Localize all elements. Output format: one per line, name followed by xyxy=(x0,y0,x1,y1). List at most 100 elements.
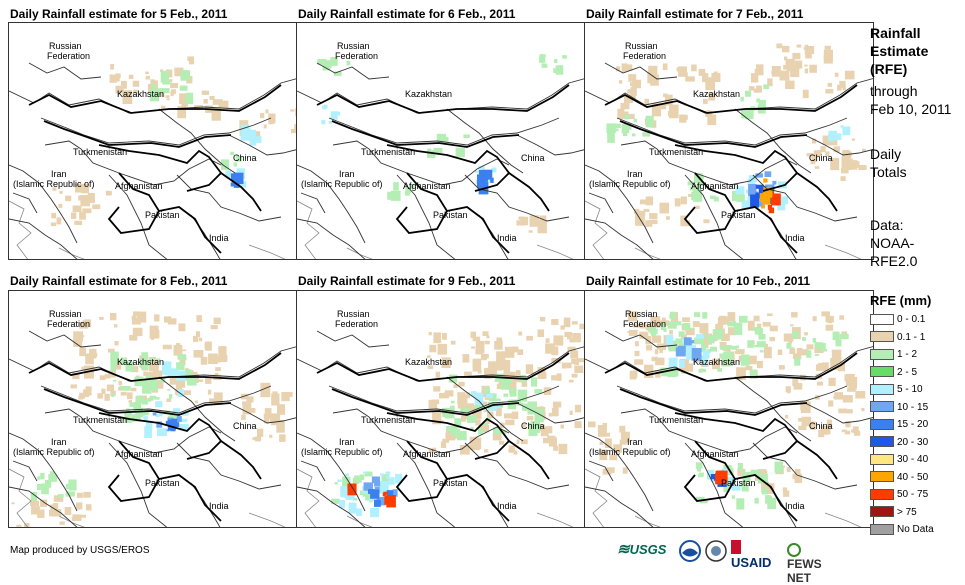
rainfall-cell xyxy=(153,413,157,416)
rainfall-cell xyxy=(285,392,292,397)
legend-swatch xyxy=(870,506,894,517)
rainfall-cell xyxy=(321,120,325,124)
rainfall-cell xyxy=(539,221,546,227)
rainfall-cell xyxy=(335,482,338,484)
rainfall-cell xyxy=(836,339,842,346)
rainfall-cell xyxy=(269,120,274,124)
rainfall-cell xyxy=(841,176,846,181)
rainfall-cell xyxy=(107,385,114,392)
rainfall-cell xyxy=(845,431,850,435)
rainfall-cell xyxy=(272,391,277,396)
rainfall-cell xyxy=(269,435,272,438)
rainfall-cell xyxy=(37,476,40,479)
rainfall-cell xyxy=(805,69,808,74)
legend-item: 10 - 15 xyxy=(870,401,928,414)
rainfall-cell xyxy=(553,446,558,451)
map-label-russia-1: Russian xyxy=(625,41,658,51)
rainfall-cell xyxy=(698,474,703,477)
rainfall-cell xyxy=(493,361,502,370)
admin-boundary xyxy=(13,461,37,481)
rainfall-cell xyxy=(572,321,578,324)
rainfall-cell xyxy=(807,344,814,349)
rainfall-cell xyxy=(803,90,809,98)
rainfall-cell xyxy=(483,331,489,336)
rainfall-cell xyxy=(202,91,209,95)
rainfall-cell xyxy=(696,334,704,339)
rainfall-cell xyxy=(65,196,71,202)
rainfall-cell xyxy=(651,331,656,336)
rainfall-cell xyxy=(248,130,257,138)
rainfall-cell xyxy=(569,380,574,383)
rainfall-cell xyxy=(505,420,514,426)
rainfall-cell xyxy=(380,473,384,476)
rainfall-cell xyxy=(780,71,790,81)
rainfall-cell xyxy=(703,369,706,372)
rainfall-cell xyxy=(567,334,572,339)
map-label-india: India xyxy=(497,233,517,243)
rainfall-cell xyxy=(635,341,639,346)
rainfall-cell xyxy=(102,389,105,393)
rainfall-cell xyxy=(845,71,855,80)
legend-label: 40 - 50 xyxy=(897,472,928,483)
rainfall-cell xyxy=(210,96,215,100)
rainfall-cell xyxy=(763,322,771,327)
legend-swatch xyxy=(870,454,894,465)
rainfall-cell xyxy=(189,61,194,65)
rainfall-cell xyxy=(347,61,351,66)
rainfall-cell xyxy=(329,121,332,124)
rainfall-cell xyxy=(129,403,134,407)
usaid-logo: USAID xyxy=(731,540,771,570)
rainfall-cell xyxy=(475,349,483,354)
admin-boundary xyxy=(177,443,281,489)
rainfall-cell xyxy=(111,393,114,397)
rainfall-cell xyxy=(154,314,159,321)
rainfall-cell xyxy=(97,393,103,398)
rainfall-cell xyxy=(783,487,787,492)
rainfall-cell xyxy=(325,62,332,68)
rainfall-cell xyxy=(187,56,194,61)
rainfall-cell xyxy=(129,75,134,79)
dhs-seal-icon xyxy=(705,540,727,562)
rainfall-cell xyxy=(696,462,703,468)
rainfall-cell xyxy=(815,342,823,347)
rainfall-cell xyxy=(150,79,155,84)
legend-item: 50 - 75 xyxy=(870,488,928,501)
coastline xyxy=(297,469,319,528)
rainfall-cell xyxy=(790,324,794,326)
legend-label: No Data xyxy=(897,524,934,535)
rainfall-cell xyxy=(676,347,684,356)
rainfall-cell xyxy=(690,328,694,331)
rainfall-cell xyxy=(851,430,856,433)
rainfall-cell xyxy=(703,219,709,223)
rainfall-cell xyxy=(88,193,95,203)
admin-boundary xyxy=(41,118,271,145)
rainfall-cell xyxy=(681,197,687,205)
rainfall-cell xyxy=(176,343,180,346)
rainfall-cell xyxy=(387,192,393,200)
rainfall-cell xyxy=(762,488,768,494)
rainfall-cell xyxy=(60,521,65,525)
coastline xyxy=(585,469,607,528)
rainfall-cell xyxy=(526,336,533,341)
rainfall-cell xyxy=(683,323,690,330)
rainfall-cell xyxy=(133,81,140,87)
admin-boundary xyxy=(297,219,367,260)
map-label-pakistan: Pakistan xyxy=(433,210,468,220)
rainfall-cell xyxy=(374,500,381,507)
rainfall-cell xyxy=(559,444,568,454)
legend-label: 15 - 20 xyxy=(897,419,928,430)
rainfall-cell xyxy=(512,347,519,353)
rainfall-cell xyxy=(211,325,218,329)
rainfall-cell xyxy=(825,46,831,50)
rainfall-cell xyxy=(150,396,156,400)
rainfall-cell xyxy=(675,198,681,206)
rainfall-cell xyxy=(816,364,824,371)
rainfall-cell xyxy=(251,408,255,413)
panel-title-6: Daily Rainfall estimate for 10 Feb., 201… xyxy=(586,274,810,288)
rainfall-cell xyxy=(726,345,732,349)
rainfall-cell xyxy=(782,46,789,52)
rainfall-cell xyxy=(634,119,637,123)
rainfall-cell xyxy=(181,419,187,422)
rainfall-cell xyxy=(809,65,817,73)
admin-boundary xyxy=(301,193,325,213)
